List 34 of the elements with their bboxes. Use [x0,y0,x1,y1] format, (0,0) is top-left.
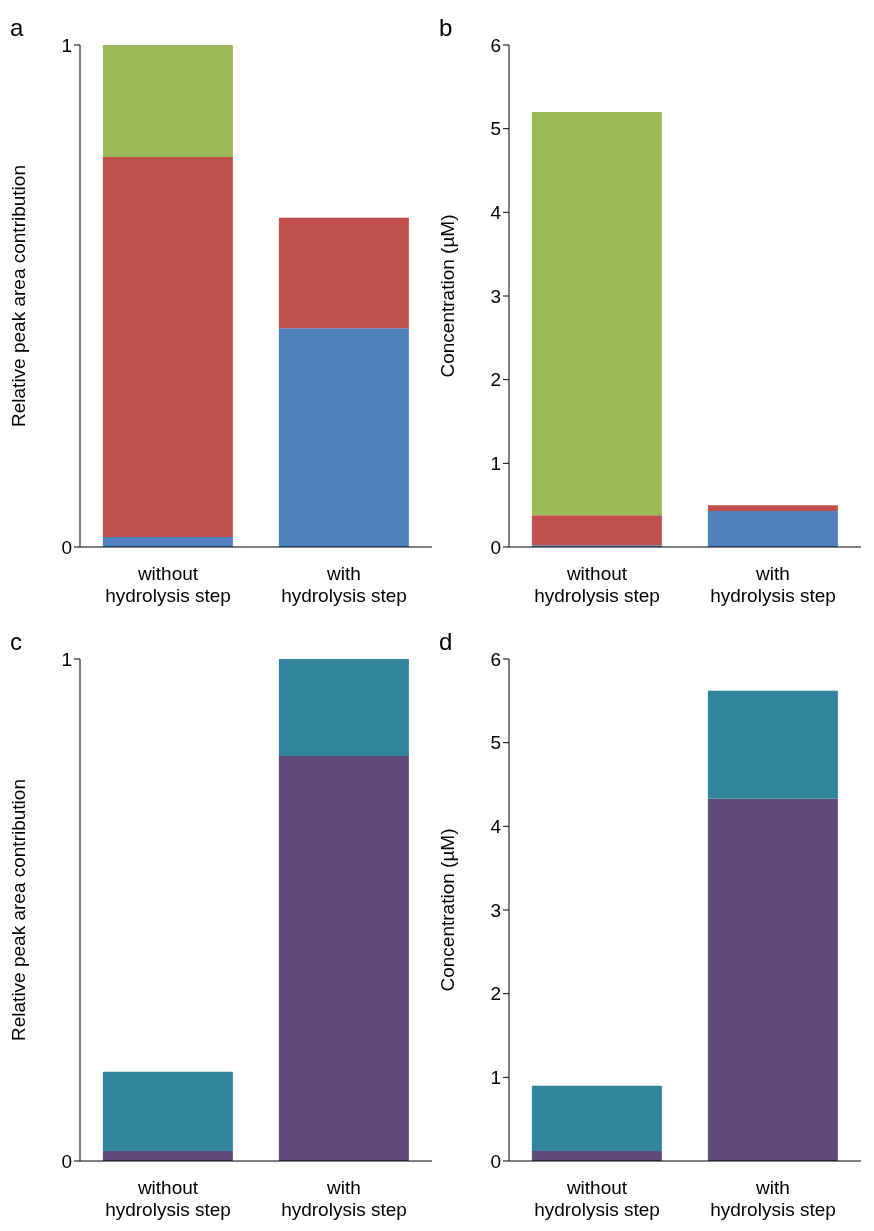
y-axis-title: Concentration (µM) [436,828,458,992]
y-tick-label: 1 [490,453,501,475]
y-tick-label: 0 [490,1150,501,1172]
y-tick-label: 5 [490,732,501,754]
x-tick-label: with hydrolysis step [710,1177,836,1220]
y-tick-label: 0 [61,536,72,558]
chart-title: c [10,628,22,656]
y-tick-label: 2 [490,369,501,391]
chart-title: b [439,14,453,42]
y-tick-label: 0 [490,536,501,558]
x-tick-label: without hydrolysis step [105,563,231,606]
x-tick-label: with hydrolysis step [281,1177,407,1220]
y-tick-label: 1 [61,648,72,670]
y-tick-label: 2 [490,983,501,1005]
y-axis-title: Concentration (µM) [436,214,458,378]
y-tick-label: 3 [490,285,501,307]
y-tick-label: 1 [61,34,72,56]
y-tick-label: 0 [61,1150,72,1172]
y-tick-label: 4 [490,816,502,838]
x-tick-label: without hydrolysis step [105,1177,231,1220]
y-tick-label: 4 [490,202,502,224]
y-tick-label: 6 [490,648,501,670]
chart-title: a [10,14,24,42]
y-axis-title: Relative peak area contribution [7,165,29,427]
chart-title: d [439,628,453,656]
x-tick-label: without hydrolysis step [534,1177,660,1220]
y-tick-label: 1 [490,1067,501,1089]
y-tick-label: 3 [490,899,501,921]
x-tick-label: without hydrolysis step [534,563,660,606]
y-tick-label: 6 [490,34,501,56]
y-tick-label: 5 [490,118,501,140]
y-axis-title: Relative peak area contribution [7,779,29,1041]
x-tick-label: with hydrolysis step [710,563,836,606]
x-tick-label: with hydrolysis step [281,563,407,606]
